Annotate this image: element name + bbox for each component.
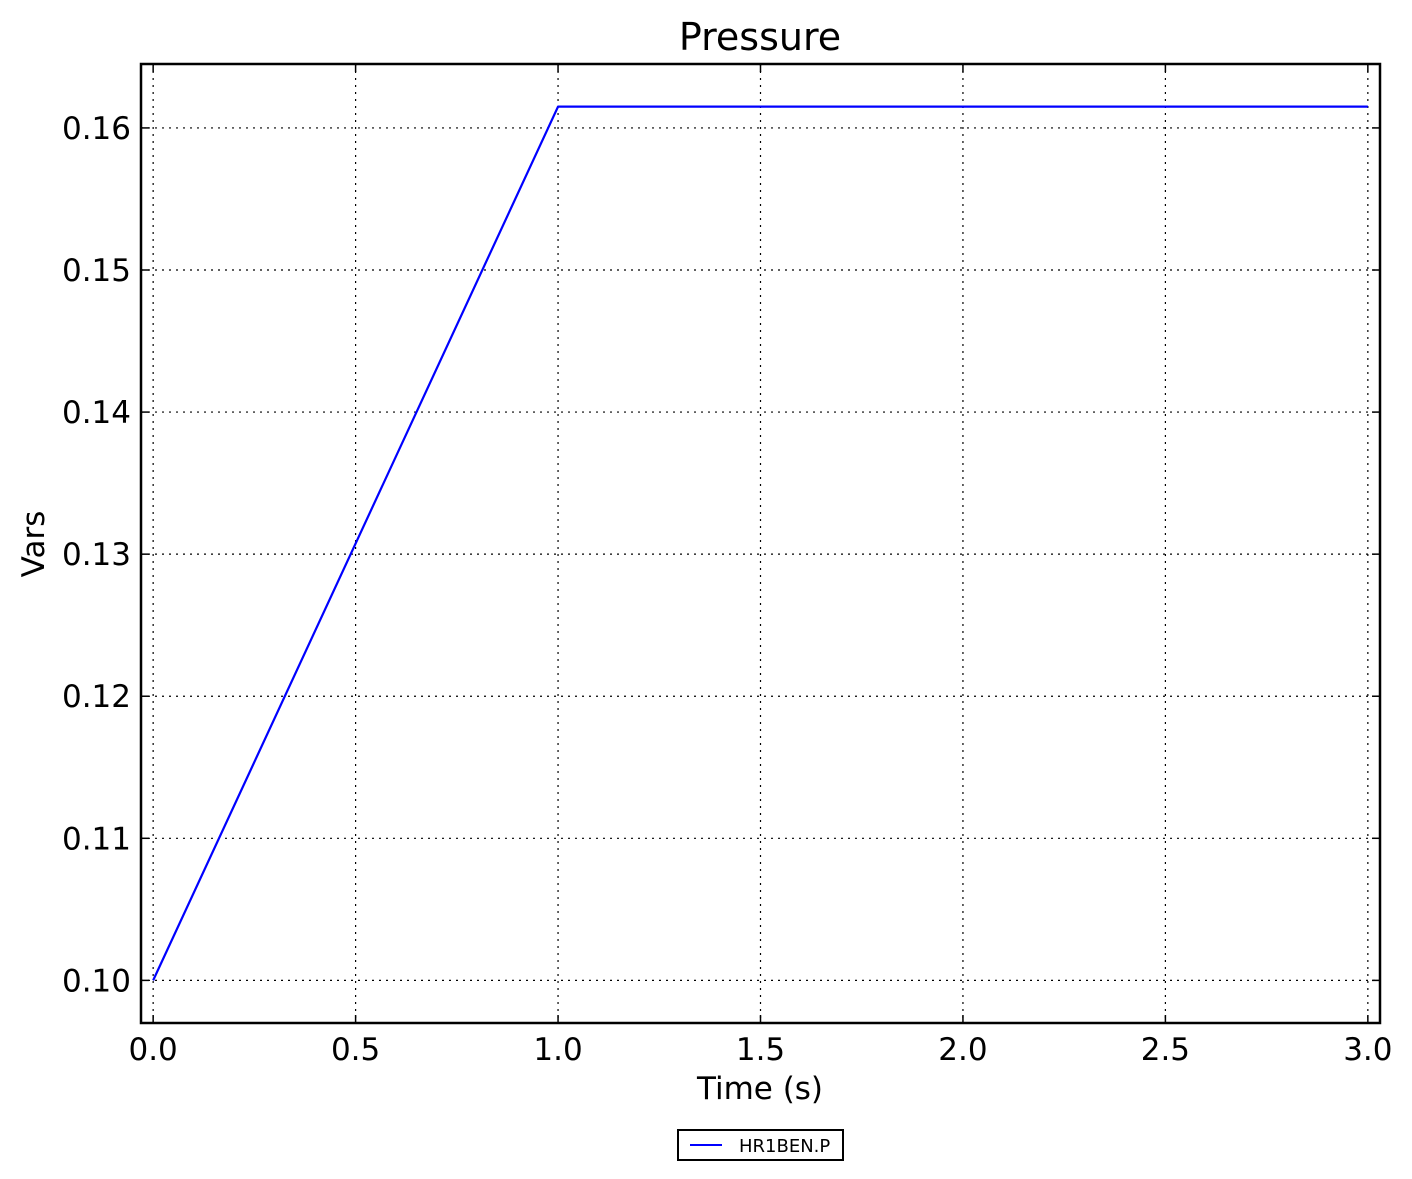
plot-frame	[139, 62, 1382, 1025]
y-tick-label: 0.10	[62, 963, 131, 999]
data-series	[152, 105, 1368, 981]
y-tick-label: 0.13	[62, 537, 131, 573]
x-tick-label: 2.0	[938, 1032, 987, 1068]
y-tick-label: 0.15	[62, 253, 131, 289]
x-tick-label: 1.0	[533, 1032, 582, 1068]
x-tick-label: 0.5	[331, 1032, 380, 1068]
chart-title: Pressure	[679, 15, 841, 59]
y-tick-labels: 0.10 0.11 0.12 0.13 0.14 0.15 0.16	[62, 111, 131, 999]
grid-lines	[141, 64, 1380, 1023]
y-tick-label: 0.16	[62, 111, 131, 147]
x-tick-label: 1.5	[736, 1032, 785, 1068]
legend-label: HR1BEN.P	[739, 1136, 830, 1157]
y-tick-label: 0.14	[62, 395, 131, 431]
x-tick-label: 3.0	[1343, 1032, 1392, 1068]
y-tick-label: 0.12	[62, 679, 131, 715]
x-tick-label: 0.0	[128, 1032, 177, 1068]
series-line-0	[152, 105, 1368, 981]
legend: HR1BEN.P	[677, 1129, 844, 1161]
x-tick-label: 2.5	[1141, 1032, 1190, 1068]
x-axis-label: Time (s)	[696, 1071, 823, 1107]
y-axis-label: Vars	[16, 511, 52, 578]
x-tick-labels: 0.0 0.5 1.0 1.5 2.0 2.5 3.0	[128, 1032, 1392, 1068]
axis-ticks	[141, 64, 1380, 1023]
y-tick-label: 0.11	[62, 821, 131, 857]
